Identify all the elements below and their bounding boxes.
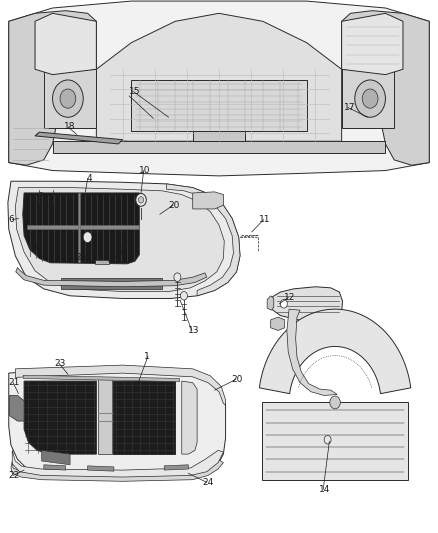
Text: 6: 6	[8, 215, 14, 224]
Text: 24: 24	[202, 478, 214, 487]
Polygon shape	[88, 466, 114, 471]
Circle shape	[324, 435, 331, 444]
Polygon shape	[8, 181, 240, 298]
Polygon shape	[267, 296, 274, 310]
Polygon shape	[259, 309, 411, 394]
Polygon shape	[9, 369, 226, 480]
Polygon shape	[193, 131, 245, 141]
Text: 7: 7	[118, 247, 124, 256]
Circle shape	[355, 80, 385, 117]
Polygon shape	[342, 69, 394, 128]
Text: 1: 1	[33, 244, 39, 252]
Polygon shape	[193, 192, 223, 209]
Circle shape	[60, 89, 76, 108]
Polygon shape	[342, 11, 429, 165]
Polygon shape	[271, 317, 285, 330]
Circle shape	[330, 396, 340, 409]
Polygon shape	[35, 13, 96, 75]
Polygon shape	[287, 309, 337, 395]
Polygon shape	[78, 193, 80, 262]
Polygon shape	[16, 268, 207, 287]
Text: 23: 23	[55, 359, 66, 368]
Circle shape	[180, 292, 187, 300]
Circle shape	[83, 232, 92, 243]
Text: 1: 1	[144, 352, 149, 360]
Polygon shape	[44, 69, 96, 128]
Polygon shape	[15, 365, 226, 405]
Polygon shape	[61, 278, 162, 289]
Polygon shape	[96, 13, 342, 141]
Polygon shape	[9, 11, 96, 165]
Text: 10: 10	[139, 166, 151, 175]
Circle shape	[362, 89, 378, 108]
Polygon shape	[166, 184, 240, 296]
Text: 14: 14	[319, 485, 330, 494]
Circle shape	[136, 193, 146, 206]
Text: 20: 20	[169, 201, 180, 209]
Text: 15: 15	[129, 87, 141, 96]
Polygon shape	[27, 225, 139, 229]
Polygon shape	[95, 260, 109, 264]
Polygon shape	[9, 1, 429, 176]
Text: 25: 25	[75, 254, 87, 262]
Text: 13: 13	[187, 326, 199, 335]
Polygon shape	[272, 287, 343, 321]
Text: 17: 17	[344, 103, 355, 112]
Polygon shape	[131, 80, 307, 131]
Text: 18: 18	[64, 123, 75, 131]
Text: 20: 20	[231, 375, 243, 384]
Polygon shape	[164, 465, 188, 470]
Polygon shape	[42, 450, 70, 465]
Polygon shape	[23, 375, 180, 382]
Text: 11: 11	[259, 215, 271, 224]
Polygon shape	[53, 141, 385, 153]
Circle shape	[174, 273, 181, 281]
Polygon shape	[262, 402, 408, 480]
Polygon shape	[182, 381, 197, 454]
Polygon shape	[11, 459, 223, 481]
Text: 4: 4	[86, 174, 92, 183]
Polygon shape	[24, 381, 96, 454]
Text: 22: 22	[9, 471, 20, 480]
Polygon shape	[342, 13, 403, 75]
Circle shape	[53, 80, 83, 117]
Text: 12: 12	[284, 293, 295, 302]
Polygon shape	[35, 132, 123, 144]
Text: 21: 21	[9, 378, 20, 387]
Polygon shape	[10, 395, 24, 421]
Circle shape	[138, 197, 144, 203]
Polygon shape	[113, 381, 175, 454]
Polygon shape	[23, 193, 139, 264]
Polygon shape	[44, 465, 66, 470]
Polygon shape	[12, 450, 223, 477]
Polygon shape	[15, 188, 224, 292]
Polygon shape	[98, 378, 112, 454]
Circle shape	[280, 300, 287, 308]
